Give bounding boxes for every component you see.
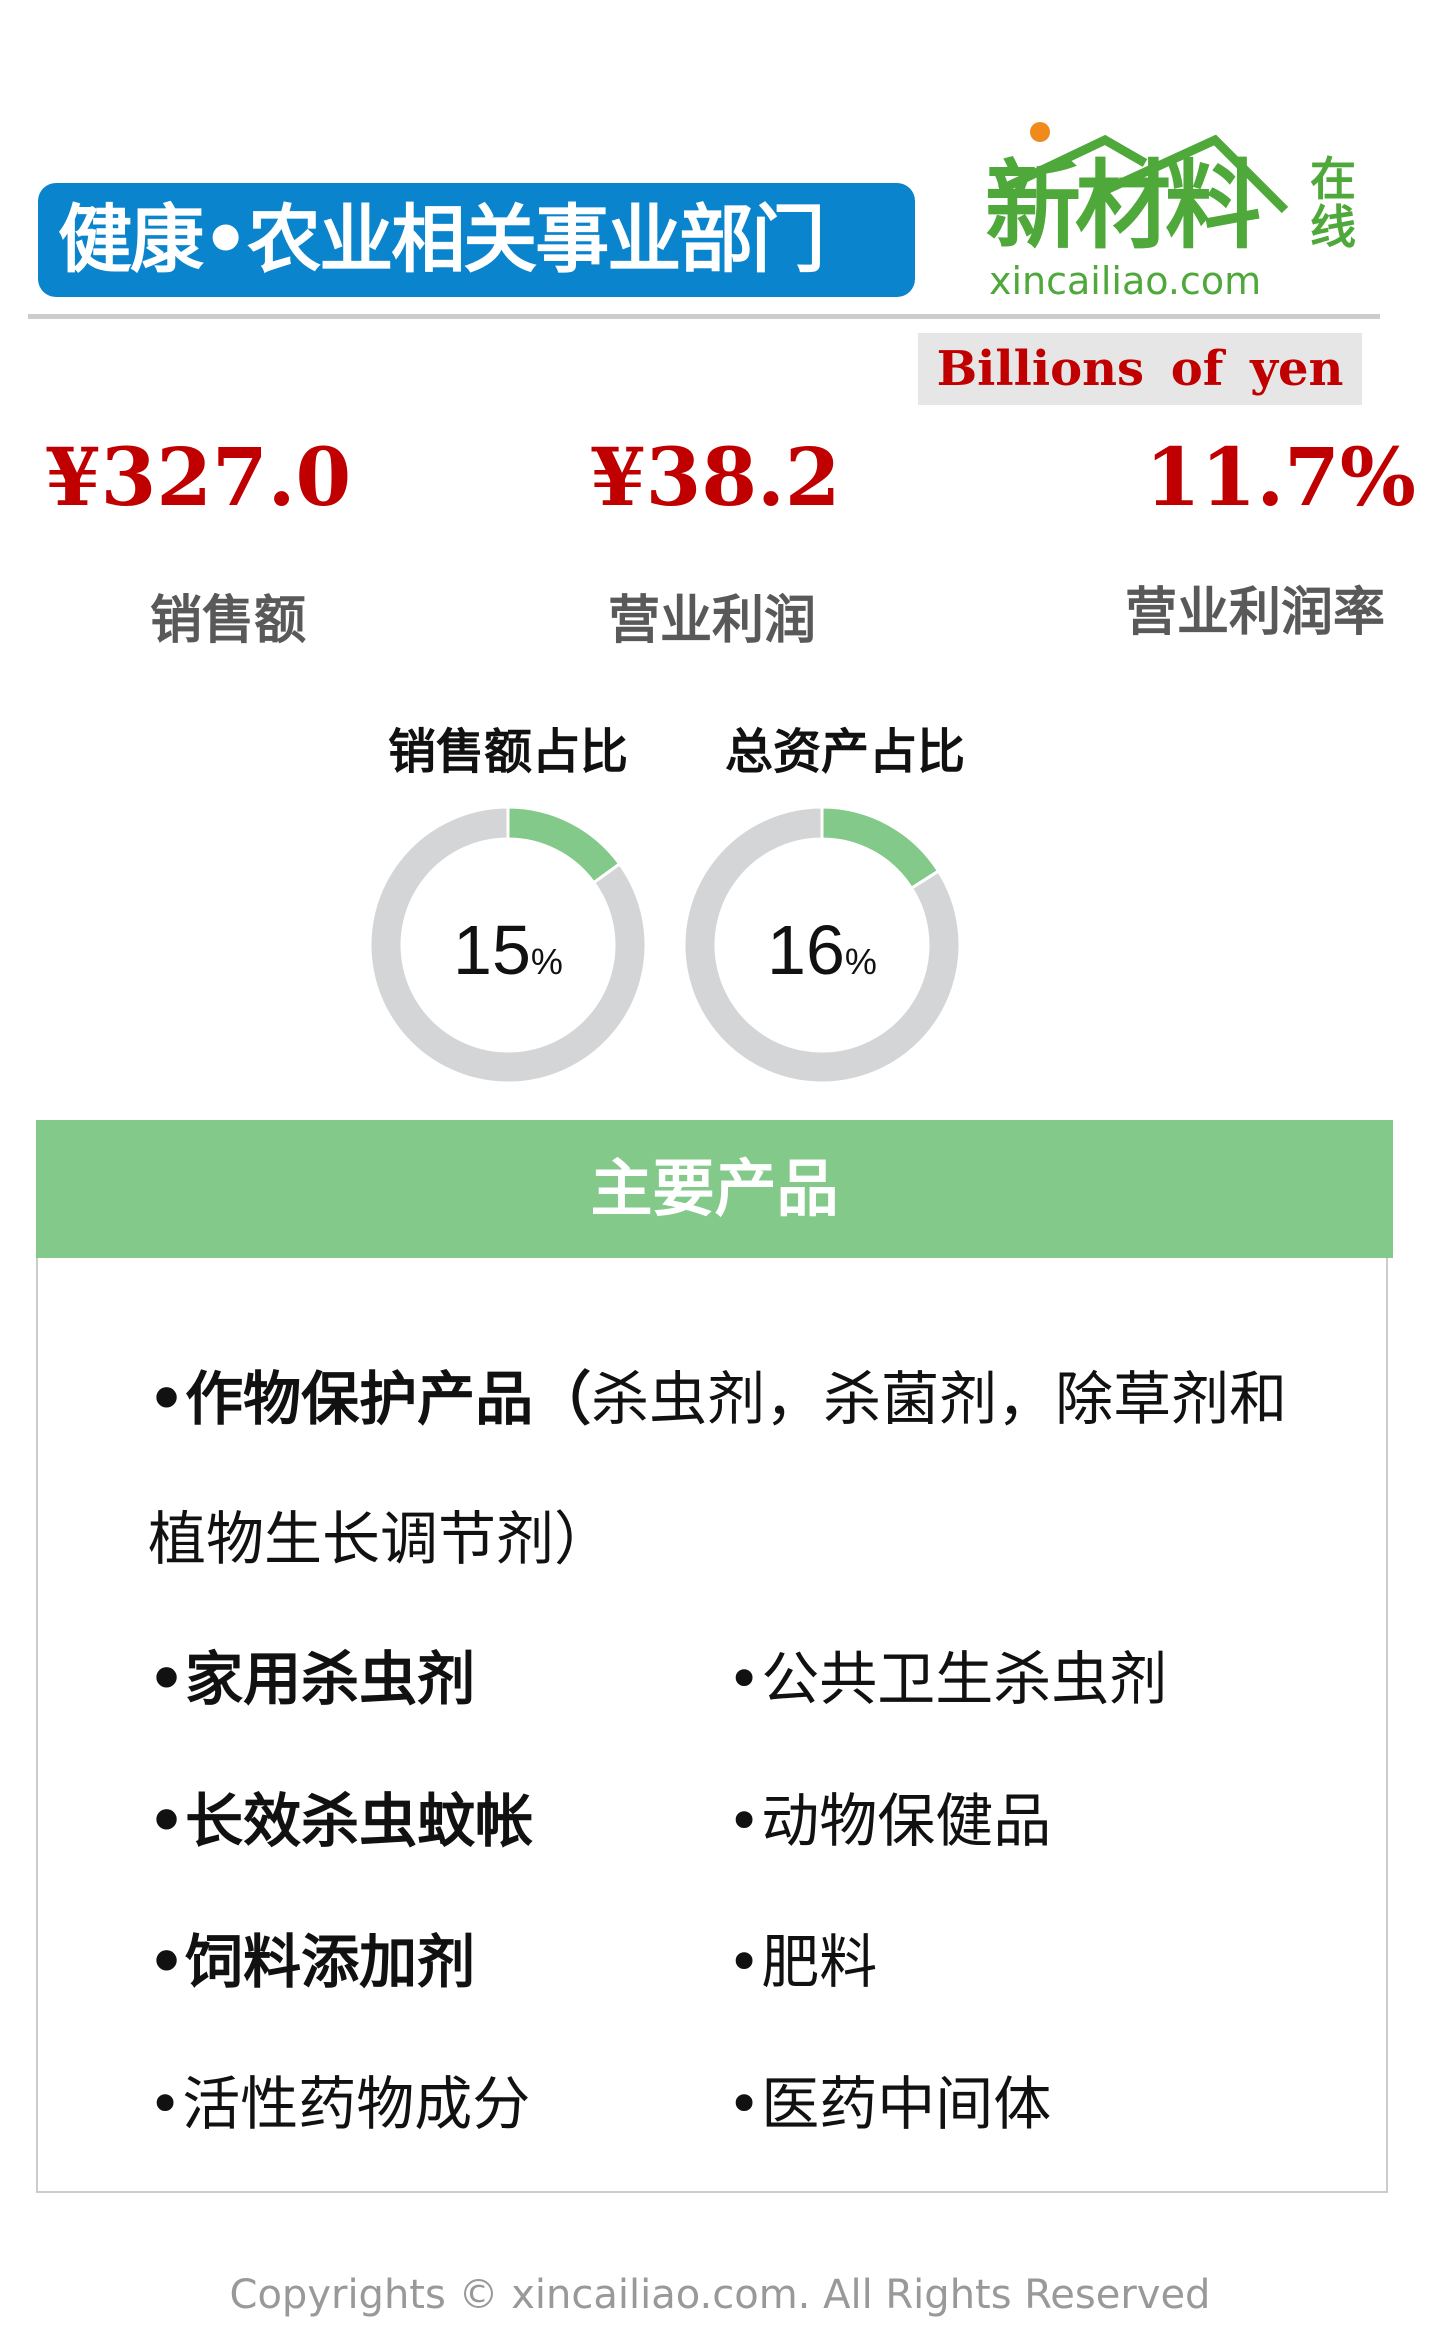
products-box xyxy=(36,1258,1388,2193)
sales-label: 销售额 xyxy=(149,591,307,651)
title-banner xyxy=(38,183,915,297)
product-item: •活性药物成分 xyxy=(148,2070,531,2138)
donut-value-sales: 15 xyxy=(453,911,531,989)
operating-profit-value: ¥38.2 xyxy=(590,430,841,524)
house-roof-icon xyxy=(998,122,1289,214)
donut-unit-sales: % xyxy=(530,941,563,982)
products-heading: 主要产品 xyxy=(36,1120,1393,1258)
donut-unit-assets: % xyxy=(844,941,877,982)
page-title: 健康•农业相关事业部门 xyxy=(58,197,825,283)
product-crop-protection-cont: 植物生长调节剂） xyxy=(148,1505,613,1573)
donut-segment-rest xyxy=(682,805,962,1085)
donut-label-sales: 15% xyxy=(453,910,563,990)
donut-segment-share xyxy=(506,805,622,885)
sales-value: ¥327.0 xyxy=(45,430,352,524)
donut-title-sales: 销售额占比 xyxy=(387,724,629,780)
logo: 新材料 在线 xincailiao.com xyxy=(985,115,1375,305)
operating-profit-label: 营业利润 xyxy=(607,591,817,651)
product-crop-protection-detail: 杀虫剂，杀菌剂，除草剂和 xyxy=(591,1365,1288,1433)
donut-label-assets: 16% xyxy=(767,910,877,990)
product-item: •公共卫生杀虫剂 xyxy=(727,1645,1168,1713)
copyright: Copyrights © xincailiao.com. All Rights … xyxy=(229,2272,1211,2318)
donut-segment-rest xyxy=(368,805,648,1085)
logo-side-text: 在线 xyxy=(1310,152,1356,254)
product-item: •长效杀虫蚊帐 xyxy=(148,1787,534,1855)
donut-chart-assets xyxy=(682,805,962,1085)
product-item: •家用杀虫剂 xyxy=(148,1645,476,1713)
operating-margin-value: 11.7% xyxy=(1145,430,1416,524)
donut-segment-share xyxy=(820,805,941,891)
product-crop-protection: •作物保护产品（杀虫剂，杀菌剂，除草剂和 xyxy=(148,1352,1287,1436)
product-item: •动物保健品 xyxy=(727,1787,1052,1855)
logo-url: xincailiao.com xyxy=(989,259,1262,303)
product-item: •饲料添加剂 xyxy=(148,1928,476,1996)
product-crop-protection-title: •作物保护产品（ xyxy=(148,1365,592,1433)
product-item: •肥料 xyxy=(727,1928,878,1996)
operating-margin-label: 营业利润率 xyxy=(1124,583,1386,643)
donut-chart-sales xyxy=(368,805,648,1085)
unit-label: Billions of yen xyxy=(918,333,1362,405)
logo-text: 新材料 xyxy=(985,150,1261,262)
product-item: •医药中间体 xyxy=(727,2070,1052,2138)
donut-value-assets: 16 xyxy=(767,911,845,989)
donut-title-assets: 总资产占比 xyxy=(724,724,966,780)
divider xyxy=(28,314,1380,319)
